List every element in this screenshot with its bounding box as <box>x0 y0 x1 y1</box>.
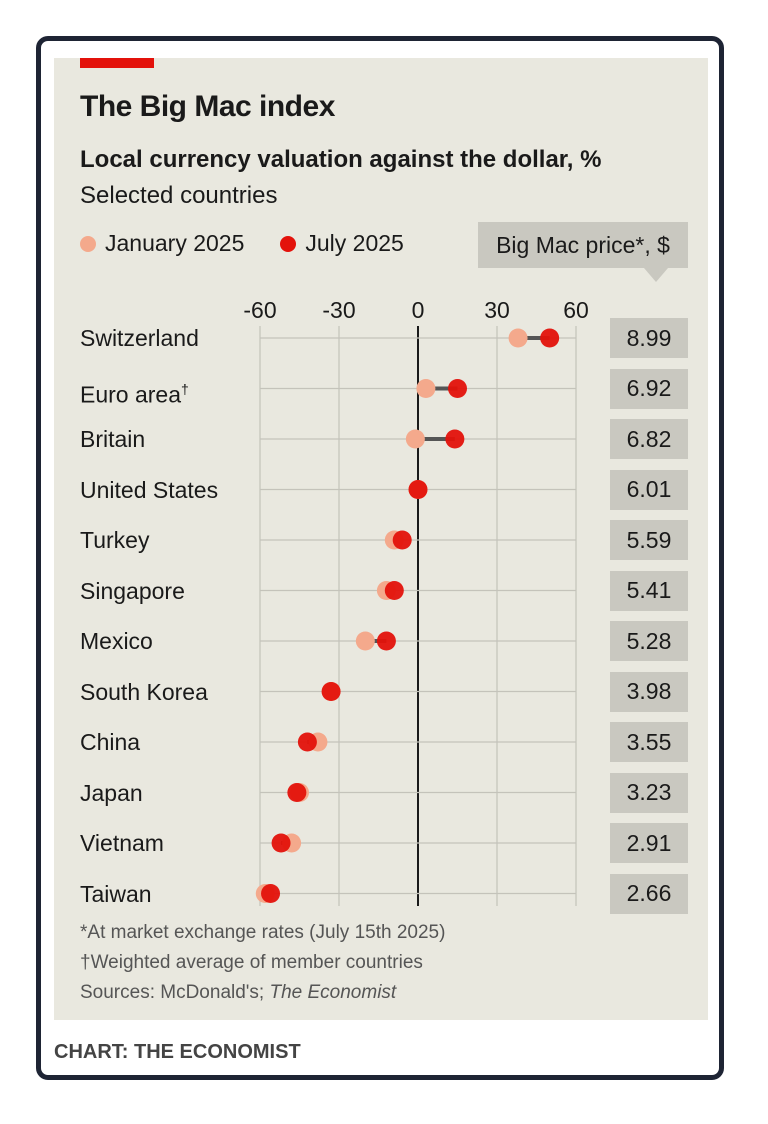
dot-july-2025 <box>261 884 281 903</box>
row-label: Taiwan <box>80 880 152 908</box>
price-box: 3.55 <box>610 722 688 762</box>
country-name: Euro area <box>80 381 182 408</box>
country-name: Singapore <box>80 577 185 604</box>
chart-panel: The Big Mac index Local currency valuati… <box>54 58 708 1020</box>
country-name: Mexico <box>80 628 153 654</box>
dot-january-2025 <box>508 328 528 348</box>
chart-subsubtitle: Selected countries <box>80 182 278 209</box>
row-label: Switzerland <box>80 324 199 352</box>
dot-july-2025 <box>384 581 404 600</box>
footnote-star: *At market exchange rates (July 15th 202… <box>80 922 446 943</box>
price-box: 3.23 <box>610 772 688 813</box>
row-label: China <box>80 728 140 756</box>
row-label: Britain <box>80 425 145 453</box>
price-box: 6.01 <box>610 469 688 510</box>
footnote-sources: Sources: McDonald's; The Economist <box>80 982 396 1004</box>
country-name: Vietnam <box>80 830 164 856</box>
country-name: Japan <box>80 779 143 806</box>
footnote-dagger: †Weighted average of member countries <box>80 952 423 973</box>
row-label: Turkey <box>80 526 149 554</box>
country-name: China <box>80 729 141 755</box>
country-name: Taiwan <box>80 880 152 907</box>
dagger-mark: † <box>181 380 189 397</box>
dot-july-2025 <box>321 682 341 701</box>
sources-text: Sources: McDonald's; <box>80 982 270 1003</box>
price-header-pointer <box>644 268 668 282</box>
legend-dot-july <box>280 235 297 252</box>
dot-january-2025 <box>355 631 375 651</box>
dot-january-2025 <box>416 379 436 398</box>
x-tick-label: 60 <box>563 297 589 323</box>
row-label: Vietnam <box>80 829 164 857</box>
dot-july-2025 <box>271 833 291 853</box>
dot-july-2025 <box>297 732 317 752</box>
price-box: 6.82 <box>610 419 688 459</box>
price-box: 2.66 <box>610 873 688 914</box>
legend: January 2025 July 2025 <box>80 230 440 257</box>
dot-july-2025 <box>448 379 467 398</box>
dot-july-2025 <box>408 480 428 499</box>
row-label: Singapore <box>80 577 185 605</box>
x-tick-label: -30 <box>322 297 355 323</box>
dot-plot: -60 -30 0 30 60 <box>243 297 589 906</box>
price-box: 5.41 <box>610 570 688 611</box>
chart-subtitle: Local currency valuation against the dol… <box>80 146 602 173</box>
row-label: Euro area† <box>80 375 189 409</box>
legend-item-july: July 2025 <box>280 230 404 257</box>
dot-july-2025 <box>376 631 396 651</box>
price-box: 3.98 <box>610 671 688 712</box>
x-tick-label: 30 <box>484 297 510 323</box>
price-box: 6.92 <box>610 368 688 409</box>
row-label: Mexico <box>80 627 153 655</box>
dot-january-2025 <box>405 429 425 449</box>
dot-july-2025 <box>287 783 307 802</box>
price-box: 5.59 <box>610 520 688 560</box>
legend-item-january: January 2025 <box>80 230 244 257</box>
dot-july-2025 <box>392 530 412 550</box>
country-name: Switzerland <box>80 325 199 351</box>
country-name: South Korea <box>80 678 208 705</box>
legend-label-january: January 2025 <box>105 230 245 256</box>
dot-july-2025 <box>540 328 560 348</box>
price-box: 2.91 <box>610 823 688 863</box>
chart-card: The Big Mac index Local currency valuati… <box>36 36 724 1080</box>
country-name: Britain <box>80 426 146 452</box>
country-name: Turkey <box>80 527 150 553</box>
x-tick-label: -60 <box>243 297 276 323</box>
row-label: Japan <box>80 779 143 807</box>
country-name: United States <box>80 476 219 503</box>
dot-july-2025 <box>445 429 465 449</box>
price-box: 5.28 <box>610 621 688 661</box>
price-box: 8.99 <box>610 318 688 358</box>
chart-title: The Big Mac index <box>80 90 335 123</box>
row-label: South Korea <box>80 678 208 706</box>
legend-dot-january <box>80 235 96 252</box>
sources-italic: The Economist <box>269 982 397 1003</box>
row-label: United States <box>80 476 218 504</box>
x-tick-label: 0 <box>412 297 425 323</box>
price-column-header: Big Mac price*, $ <box>478 222 688 268</box>
legend-label-july: July 2025 <box>305 230 404 256</box>
chart-credit: CHART: THE ECONOMIST <box>54 1041 301 1063</box>
brand-red-bar <box>80 58 154 68</box>
